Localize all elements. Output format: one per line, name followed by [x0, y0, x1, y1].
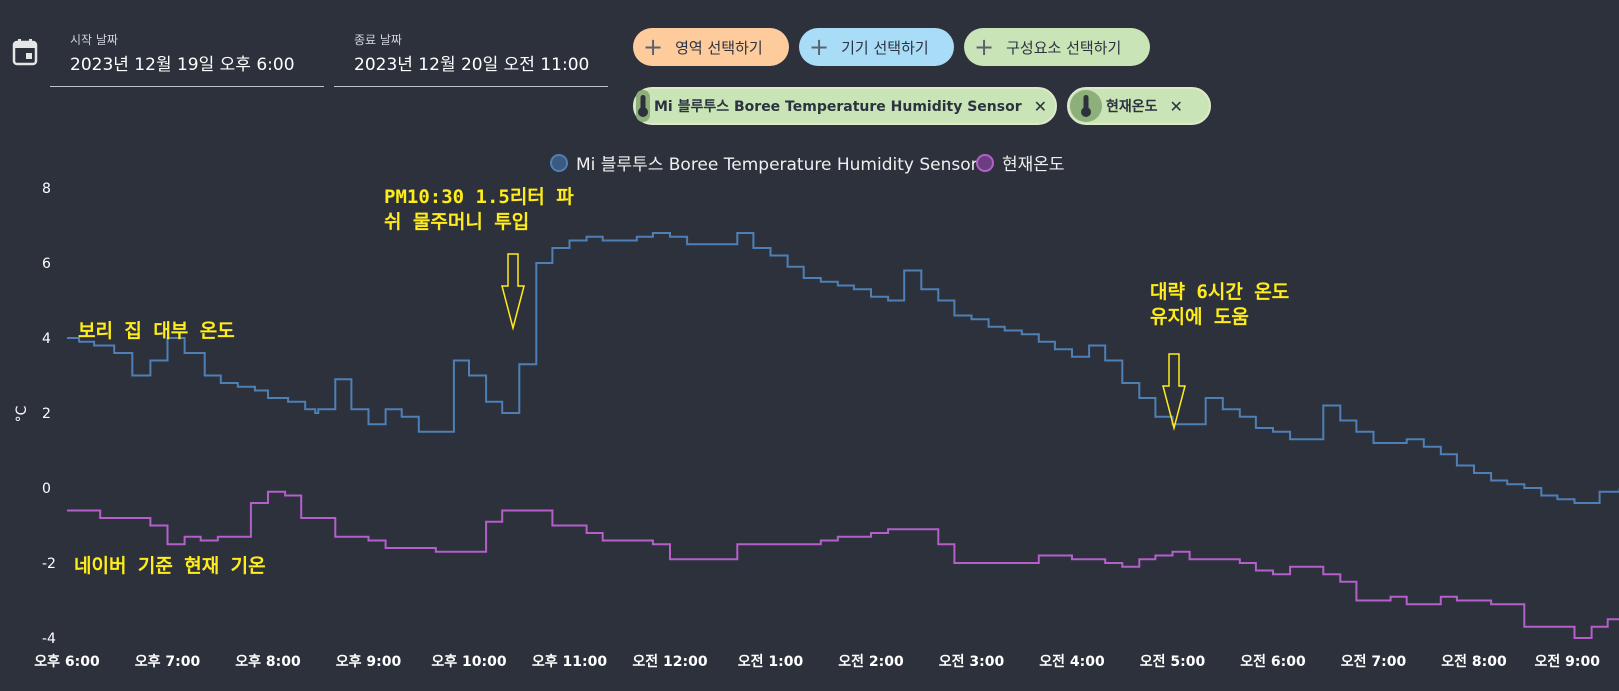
start-date-label: 시작 날짜 — [70, 33, 118, 47]
select-area-button[interactable]: + 영역 선택하기 — [633, 28, 789, 66]
legend-label-sensor: Mi 블루투스 Boree Temperature Humidity Senso… — [576, 155, 978, 175]
calendar-icon[interactable] — [12, 38, 38, 66]
plus-icon: + — [643, 33, 664, 61]
x-tick-label: 오전 6:00 — [1240, 653, 1306, 670]
x-tick-label: 오후 10:00 — [431, 654, 506, 670]
close-icon[interactable]: ✕ — [1169, 96, 1183, 116]
y-tick-label: 8 — [42, 181, 51, 197]
x-tick-label: 오전 8:00 — [1441, 653, 1507, 670]
x-axis-ticks: 오후 6:00 오후 7:00 오후 8:00 오후 9:00 오후 10:00 오후 1… — [34, 653, 1600, 670]
annotation-six-hours: 대략 6시간 온도 유지에 도움 — [1150, 281, 1290, 328]
series-line-current — [67, 490, 1619, 639]
end-date-value[interactable]: 2023년 12월 20일 오전 11:00 — [354, 55, 590, 75]
chip-current-temperature[interactable]: 현재온도 ✕ — [1067, 87, 1211, 125]
select-component-button[interactable]: + 구성요소 선택하기 — [964, 28, 1150, 66]
y-axis-label: °C — [14, 405, 30, 422]
chip-sensor[interactable]: Mi 블루투스 Boree Temperature Humidity Senso… — [633, 87, 1057, 125]
series-line-sensor — [67, 232, 1619, 504]
x-tick-label: 오전 2:00 — [838, 653, 904, 670]
annotation-pm1030: PM10:30 1.5리터 파 쉬 물주머니 투입 — [384, 186, 574, 233]
y-tick-label: 2 — [42, 406, 51, 422]
y-tick-label: 4 — [42, 331, 51, 347]
legend-dot-current — [976, 153, 994, 172]
start-date-field[interactable]: 시작 날짜 2023년 12월 19일 오후 6:00 — [50, 28, 324, 87]
x-tick-label: 오후 7:00 — [135, 654, 201, 670]
x-tick-label: 오전 1:00 — [738, 653, 804, 670]
x-tick-label: 오후 9:00 — [336, 654, 402, 670]
annotation-naver-temp: 네이버 기준 현재 기온 — [74, 555, 266, 577]
y-tick-label: -2 — [42, 556, 56, 572]
arrow-down-icon — [501, 253, 525, 331]
thermometer-icon — [1070, 90, 1102, 122]
x-tick-label: 오전 12:00 — [632, 653, 707, 670]
select-device-button[interactable]: + 기기 선택하기 — [799, 28, 954, 66]
end-date-field[interactable]: 종료 날짜 2023년 12월 20일 오전 11:00 — [334, 28, 608, 87]
x-tick-label: 오후 6:00 — [34, 654, 100, 670]
legend-item-sensor[interactable]: Mi 블루투스 Boree Temperature Humidity Senso… — [550, 150, 978, 175]
select-component-label: 구성요소 선택하기 — [1006, 38, 1122, 57]
legend-item-current[interactable]: 현재온도 — [976, 150, 1065, 175]
start-date-value[interactable]: 2023년 12월 19일 오후 6:00 — [70, 55, 295, 75]
select-device-label: 기기 선택하기 — [841, 38, 929, 57]
x-tick-label: 오전 7:00 — [1341, 653, 1407, 670]
y-axis-ticks: 8 6 4 2 0 -2 -4 — [42, 181, 56, 647]
thermometer-icon — [636, 90, 650, 122]
legend-label-current: 현재온도 — [1002, 155, 1065, 175]
end-date-label: 종료 날짜 — [354, 33, 402, 47]
y-tick-label: 0 — [42, 481, 51, 497]
x-tick-label: 오전 4:00 — [1039, 653, 1105, 670]
close-icon[interactable]: ✕ — [1033, 96, 1048, 116]
x-tick-label: 오후 11:00 — [532, 654, 607, 670]
x-tick-label: 오전 5:00 — [1140, 653, 1206, 670]
y-tick-label: 6 — [42, 256, 51, 272]
x-tick-label: 오후 8:00 — [235, 654, 301, 670]
chip-current-label: 현재온도 — [1106, 99, 1158, 115]
x-tick-label: 오전 3:00 — [939, 653, 1005, 670]
arrow-down-icon — [1162, 353, 1186, 431]
select-area-label: 영역 선택하기 — [675, 38, 763, 57]
plus-icon: + — [974, 33, 995, 61]
chip-sensor-label: Mi 블루투스 Boree Temperature Humidity Senso… — [654, 99, 1022, 115]
annotation-inside-temp: 보리 집 대부 온도 — [78, 320, 235, 342]
y-tick-label: -4 — [42, 631, 56, 647]
plus-icon: + — [809, 33, 830, 61]
x-tick-label: 오전 9:00 — [1535, 653, 1601, 670]
legend-dot-sensor — [550, 153, 568, 172]
